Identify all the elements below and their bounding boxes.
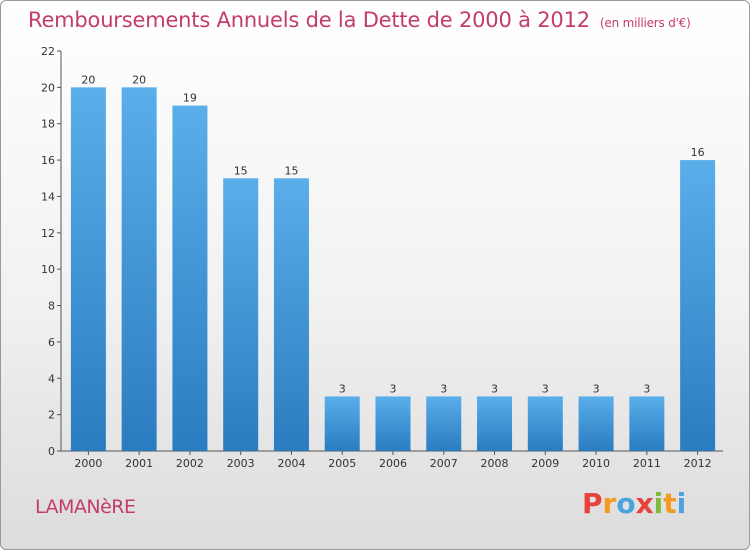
bar (375, 396, 411, 451)
data-label: 3 (339, 382, 346, 395)
bar (172, 105, 208, 451)
data-label: 19 (183, 92, 197, 105)
bar (477, 396, 513, 451)
bar (70, 87, 106, 451)
x-tick-label: 2007 (430, 457, 458, 470)
x-tick-label: 2008 (481, 457, 509, 470)
bar (426, 396, 462, 451)
x-tick-label: 2001 (125, 457, 153, 470)
x-tick-label: 2005 (328, 457, 356, 470)
x-tick-label: 2004 (277, 457, 305, 470)
logo-letter: t (663, 487, 677, 520)
bar (578, 396, 614, 451)
data-label: 3 (390, 382, 397, 395)
data-label: 3 (593, 382, 600, 395)
bar (273, 178, 309, 452)
axes: 0 2 4 6 8 10 12 14 16 18 20 22 2000 2001 2002 2003 2004 2… (41, 45, 723, 470)
bar (324, 396, 360, 451)
bar (629, 396, 665, 451)
logo-letter: i (676, 487, 687, 520)
y-tick-label: 16 (41, 154, 55, 167)
x-tick-label: 2006 (379, 457, 407, 470)
data-label: 15 (234, 164, 248, 177)
chart-subtitle: (en milliers d'€) (599, 16, 691, 30)
x-tick-label: 2000 (74, 457, 102, 470)
x-tick-label: 2012 (684, 457, 712, 470)
bars (70, 87, 716, 452)
logo-letter: r (602, 487, 617, 520)
bar (527, 396, 563, 451)
y-tick-label: 20 (41, 81, 55, 94)
y-tick-label: 22 (41, 45, 55, 58)
y-tick-label: 2 (48, 409, 55, 422)
logo-letter: o (616, 487, 636, 520)
data-label: 20 (132, 73, 146, 86)
logo-letter: i (653, 487, 664, 520)
y-tick-label: 8 (48, 300, 55, 313)
bar (121, 87, 157, 451)
x-tick-label: 2003 (227, 457, 255, 470)
chart-title: Remboursements Annuels de la Dette de 20… (28, 8, 691, 32)
x-tick-label: 2011 (633, 457, 661, 470)
y-tick-label: 6 (48, 336, 55, 349)
y-tick-label: 0 (48, 445, 55, 458)
bar (680, 160, 716, 451)
y-tick-label: 4 (48, 372, 55, 385)
bar (223, 178, 259, 452)
logo-letter: x (635, 487, 654, 520)
data-label: 3 (643, 382, 650, 395)
y-tick-label: 10 (41, 263, 55, 276)
x-tick-label: 2002 (176, 457, 204, 470)
data-labels: 20 20 19 15 15 3 3 3 3 3 3 3 16 (81, 73, 704, 395)
x-tick-label: 2009 (531, 457, 559, 470)
place-name: LAMANèRE (35, 496, 136, 518)
y-tick-label: 12 (41, 227, 55, 240)
data-label: 3 (542, 382, 549, 395)
logo-letter: P (582, 487, 603, 520)
y-tick-label: 18 (41, 118, 55, 131)
data-label: 15 (284, 164, 298, 177)
data-label: 3 (440, 382, 447, 395)
y-tick-label: 14 (41, 190, 55, 203)
chart-title-text: Remboursements Annuels de la Dette de 20… (28, 8, 590, 32)
data-label: 3 (491, 382, 498, 395)
proxiti-logo: Proxiti (582, 487, 686, 520)
data-label: 16 (691, 146, 705, 159)
x-tick-label: 2010 (582, 457, 610, 470)
data-label: 20 (81, 73, 95, 86)
